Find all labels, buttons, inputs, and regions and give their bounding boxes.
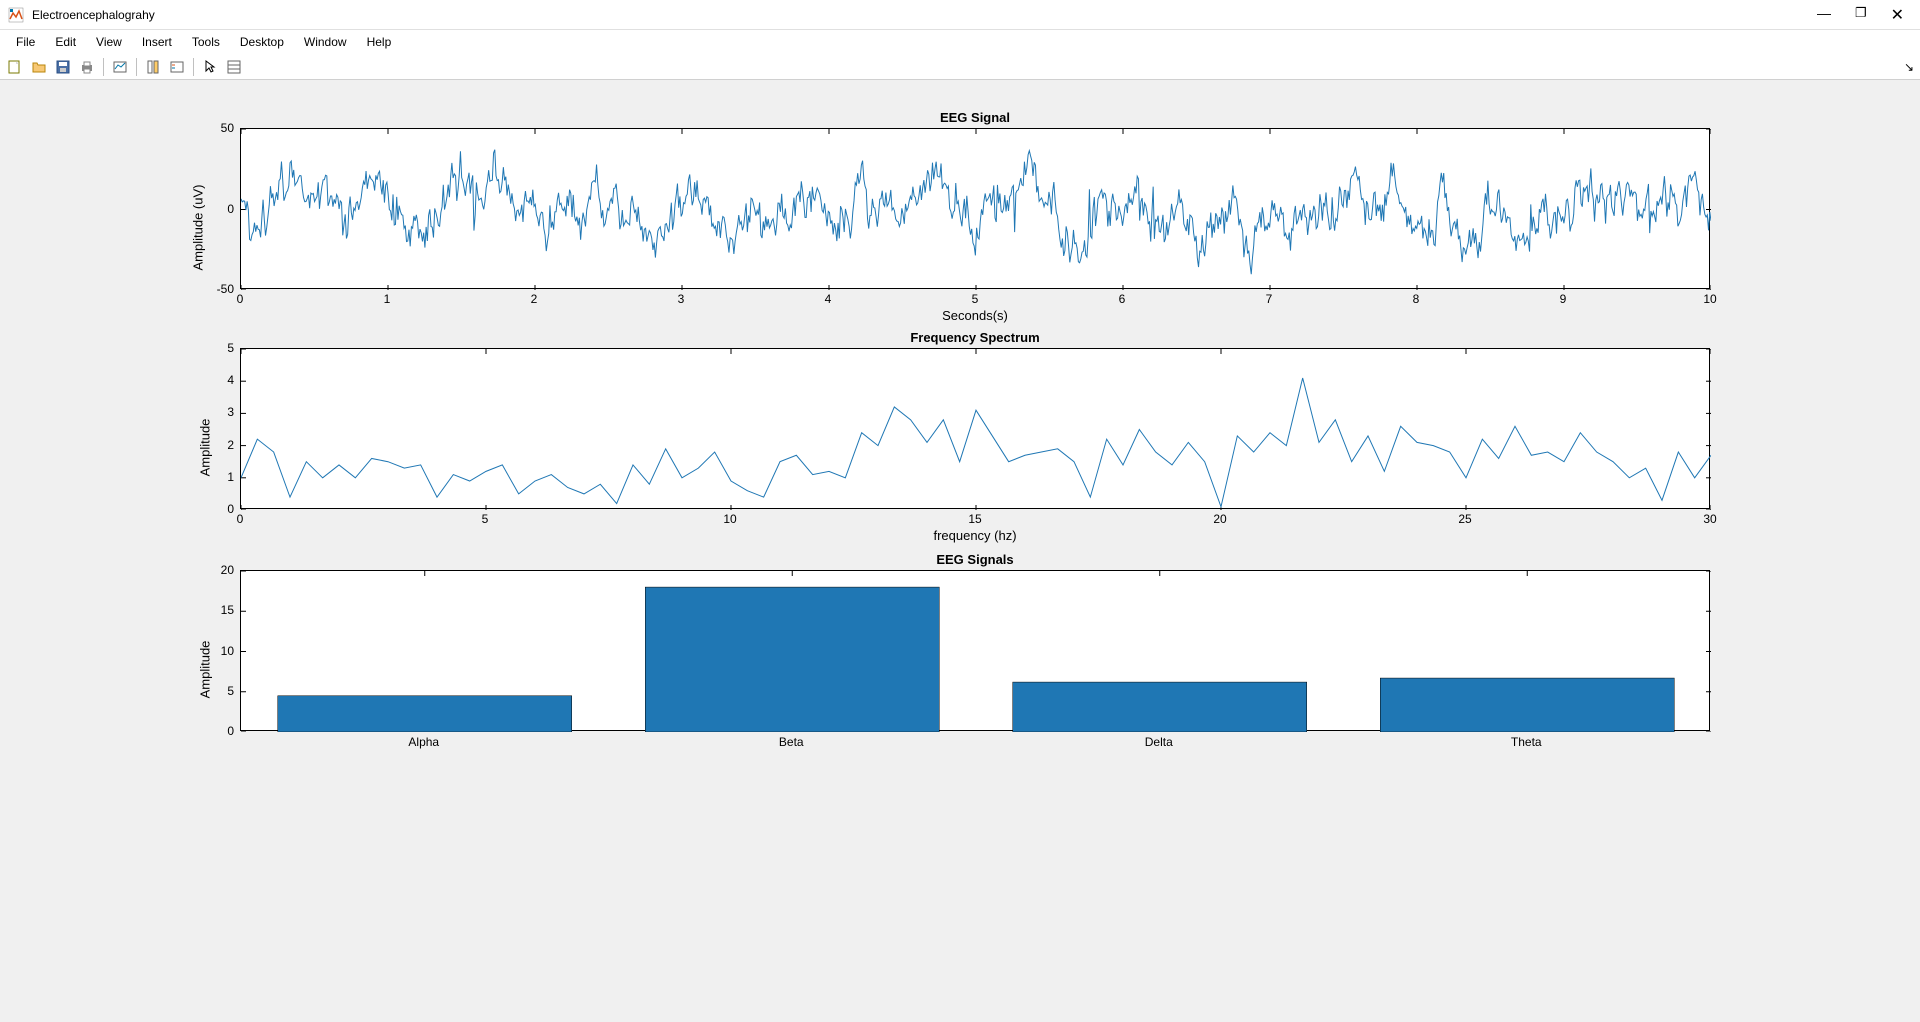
property-editor-icon[interactable] [223,56,245,78]
link-axes-icon[interactable] [109,56,131,78]
tick-label: 0 [237,512,244,526]
menu-help[interactable]: Help [359,33,400,51]
tick-label: 1 [384,292,391,306]
tick-label: 2 [531,292,538,306]
plot1-title: EEG Signal [240,110,1710,125]
eeg-signal-plot [240,128,1710,289]
tick-label: Theta [1511,735,1542,749]
app-icon [8,7,24,23]
tick-label: 3 [194,405,234,419]
new-figure-icon[interactable] [4,56,26,78]
menu-window[interactable]: Window [296,33,355,51]
legend-icon[interactable] [166,56,188,78]
open-icon[interactable] [28,56,50,78]
tick-label: 5 [482,512,489,526]
tick-label: 20 [194,563,234,577]
tick-label: 2 [194,438,234,452]
tick-label: 3 [678,292,685,306]
tick-label: 0 [237,292,244,306]
tick-label: 1 [194,470,234,484]
tick-label: 4 [825,292,832,306]
tick-label: 30 [1703,512,1716,526]
tick-label: 10 [194,644,234,658]
menu-edit[interactable]: Edit [47,33,84,51]
tick-label: 15 [194,603,234,617]
tick-label: 9 [1560,292,1567,306]
print-icon[interactable] [76,56,98,78]
tick-label: 10 [723,512,736,526]
maximize-button[interactable]: ❐ [1855,5,1867,25]
menubar: File Edit View Insert Tools Desktop Wind… [0,30,1920,54]
tick-label: 25 [1458,512,1471,526]
dock-arrow-icon[interactable]: ↘ [1904,60,1914,74]
tick-label: 50 [194,121,234,135]
tick-label: 5 [194,684,234,698]
tick-label: 5 [194,341,234,355]
frequency-spectrum-plot [240,348,1710,509]
menu-view[interactable]: View [88,33,130,51]
tick-label: 8 [1413,292,1420,306]
bar-chart-plot [240,570,1710,731]
tick-label: 0 [194,724,234,738]
tick-label: 7 [1266,292,1273,306]
menu-desktop[interactable]: Desktop [232,33,292,51]
tick-label: Alpha [408,735,439,749]
menu-file[interactable]: File [8,33,43,51]
toolbar: ↘ [0,54,1920,80]
pointer-icon[interactable] [199,56,221,78]
toolbar-separator [103,58,104,76]
save-icon[interactable] [52,56,74,78]
tick-label: 0 [194,502,234,516]
toolbar-separator [136,58,137,76]
menu-insert[interactable]: Insert [134,33,180,51]
minimize-button[interactable]: — [1817,5,1831,25]
plot2-xlabel: frequency (hz) [240,528,1710,543]
tick-label: 10 [1703,292,1716,306]
toolbar-separator [193,58,194,76]
plot1-ylabel: Amplitude (uV) [190,185,205,271]
tick-label: Delta [1145,735,1173,749]
tick-label: 0 [194,202,234,216]
colorbar-icon[interactable] [142,56,164,78]
tick-label: 15 [968,512,981,526]
tick-label: -50 [194,282,234,296]
plot3-title: EEG Signals [240,552,1710,567]
tick-label: 4 [194,373,234,387]
tick-label: 5 [972,292,979,306]
plot1-xlabel: Seconds(s) [240,308,1710,323]
window-title: Electroencephalograhy [32,8,155,22]
close-button[interactable]: ✕ [1891,5,1904,25]
tick-label: 6 [1119,292,1126,306]
menu-tools[interactable]: Tools [184,33,228,51]
tick-label: 20 [1213,512,1226,526]
titlebar: Electroencephalograhy — ❐ ✕ [0,0,1920,30]
tick-label: Beta [779,735,804,749]
figure-area: EEG Signal Frequency Spectrum EEG Signal… [0,80,1920,1022]
plot2-title: Frequency Spectrum [240,330,1710,345]
